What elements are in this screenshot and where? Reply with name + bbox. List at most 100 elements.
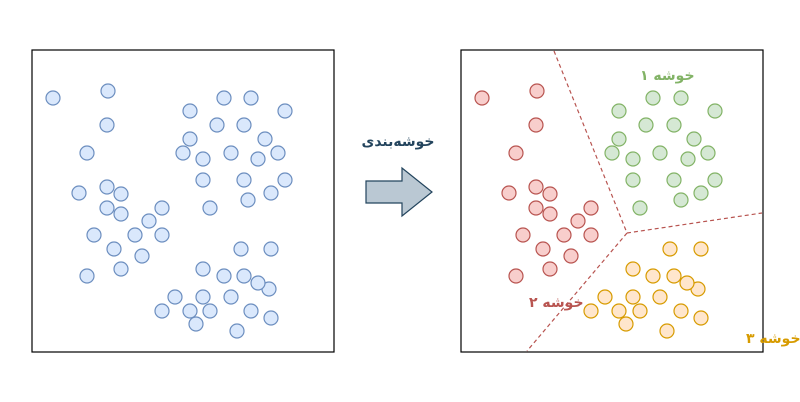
cluster-boundaries xyxy=(526,50,763,352)
cluster-3-point xyxy=(583,303,599,319)
data-point xyxy=(240,192,256,208)
data-point xyxy=(113,186,129,202)
data-point xyxy=(188,316,204,332)
cluster-3-point xyxy=(666,268,682,284)
cluster-2-point xyxy=(508,268,524,284)
cluster-2-point xyxy=(474,90,490,106)
cluster-2-point xyxy=(563,248,579,264)
cluster-3-point xyxy=(693,241,709,257)
data-point xyxy=(154,303,170,319)
data-point xyxy=(182,303,198,319)
cluster-2-label: خوشه ۲ xyxy=(529,295,584,311)
cluster-3-label: خوشه ۳ xyxy=(746,331,800,347)
cluster-1-point xyxy=(625,172,641,188)
data-point xyxy=(236,268,252,284)
cluster-3-point xyxy=(625,289,641,305)
unclustered-points xyxy=(45,83,293,339)
cluster-3-point xyxy=(662,241,678,257)
cluster-1-point xyxy=(604,145,620,161)
data-point xyxy=(250,151,266,167)
data-point xyxy=(243,303,259,319)
cluster-3-point xyxy=(611,303,627,319)
data-point xyxy=(257,131,273,147)
data-point xyxy=(209,117,225,133)
cluster-3-point xyxy=(652,289,668,305)
cluster-1-point xyxy=(680,151,696,167)
data-point xyxy=(277,172,293,188)
data-point xyxy=(216,90,232,106)
cluster-1-point xyxy=(686,131,702,147)
data-point xyxy=(233,241,249,257)
data-point xyxy=(223,145,239,161)
data-point xyxy=(236,117,252,133)
boundary-line xyxy=(553,50,628,234)
unclustered-panel xyxy=(31,49,335,353)
data-point xyxy=(79,268,95,284)
cluster-1-point xyxy=(673,90,689,106)
cluster-3-point xyxy=(673,303,689,319)
data-point xyxy=(202,200,218,216)
data-point xyxy=(79,145,95,161)
cluster-1-point xyxy=(611,131,627,147)
data-point xyxy=(175,145,191,161)
cluster-1-point xyxy=(707,103,723,119)
cluster-2-point xyxy=(508,145,524,161)
data-point xyxy=(182,103,198,119)
clustered-panel xyxy=(460,49,764,353)
data-point xyxy=(154,227,170,243)
cluster-1-point xyxy=(611,103,627,119)
cluster-2-point xyxy=(528,200,544,216)
data-point xyxy=(223,289,239,305)
data-point xyxy=(71,185,87,201)
cluster-2-point xyxy=(515,227,531,243)
right-arrow-icon xyxy=(365,166,433,218)
cluster-1-label: خوشه ۱ xyxy=(640,68,695,84)
data-point xyxy=(141,213,157,229)
data-point xyxy=(195,151,211,167)
cluster-2-point xyxy=(542,206,558,222)
data-point xyxy=(195,172,211,188)
cluster-2-point xyxy=(583,200,599,216)
cluster-1-point xyxy=(693,185,709,201)
cluster-1-point xyxy=(666,117,682,133)
boundary-line xyxy=(626,212,763,234)
cluster-3-point xyxy=(645,268,661,284)
data-point xyxy=(182,131,198,147)
data-point xyxy=(243,90,259,106)
clustering-arrow-label: خوشه‌بندی xyxy=(361,134,434,150)
data-point xyxy=(106,241,122,257)
cluster-2-point xyxy=(542,186,558,202)
cluster-3-point xyxy=(618,316,634,332)
data-point xyxy=(270,145,286,161)
data-point xyxy=(113,206,129,222)
data-point xyxy=(99,117,115,133)
data-point xyxy=(202,303,218,319)
cluster-2-point xyxy=(501,185,517,201)
cluster-3-point xyxy=(659,323,675,339)
cluster-2-point xyxy=(570,213,586,229)
cluster-1-point xyxy=(666,172,682,188)
cluster-3-point xyxy=(597,289,613,305)
data-point xyxy=(154,200,170,216)
cluster-2-point xyxy=(535,241,551,257)
cluster-2-point xyxy=(542,261,558,277)
data-point xyxy=(263,241,279,257)
data-point xyxy=(113,261,129,277)
data-point xyxy=(263,310,279,326)
cluster-3-point xyxy=(632,303,648,319)
cluster-2-point xyxy=(556,227,572,243)
data-point xyxy=(134,248,150,264)
cluster-1-point xyxy=(625,151,641,167)
cluster-1-point xyxy=(638,117,654,133)
data-point xyxy=(263,185,279,201)
data-point xyxy=(216,268,232,284)
cluster-3-point xyxy=(693,310,709,326)
data-point xyxy=(127,227,143,243)
data-point xyxy=(167,289,183,305)
boundary-line xyxy=(526,232,628,352)
data-point xyxy=(99,200,115,216)
data-point xyxy=(100,83,116,99)
cluster-1-point xyxy=(632,200,648,216)
data-point xyxy=(86,227,102,243)
